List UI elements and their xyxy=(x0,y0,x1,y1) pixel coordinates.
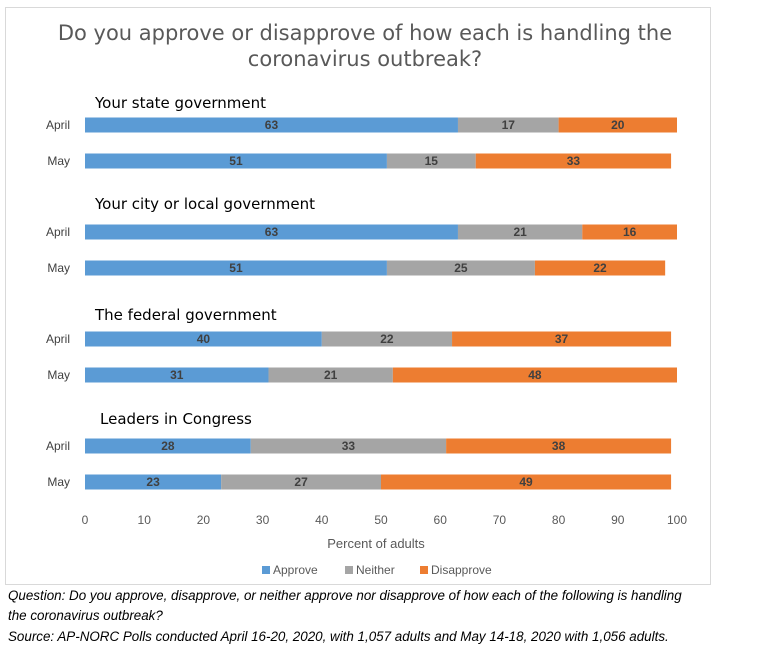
data-label-your-state-government-april-disapprove: 20 xyxy=(611,118,625,132)
bar-leaders-in-congress-may-approve xyxy=(85,474,222,490)
x-tick-label-10: 10 xyxy=(138,513,152,527)
data-label-your-city-or-local-government-april-disapprove: 16 xyxy=(623,225,637,239)
bar-leaders-in-congress-may-neither xyxy=(221,474,381,490)
bar-leaders-in-congress-april-neither xyxy=(250,438,447,454)
data-label-leaders-in-congress-april-approve: 28 xyxy=(161,439,175,453)
data-label-your-city-or-local-government-april-neither: 21 xyxy=(513,225,527,239)
bar-your-city-or-local-government-april-neither xyxy=(457,224,583,240)
bar-the-federal-government-may-disapprove xyxy=(392,367,677,383)
x-tick-label-70: 70 xyxy=(493,513,507,527)
data-label-your-state-government-april-approve: 63 xyxy=(265,118,279,132)
bar-the-federal-government-may-approve xyxy=(85,367,269,383)
bar-leaders-in-congress-may-disapprove xyxy=(381,474,672,490)
bar-your-city-or-local-government-may-disapprove xyxy=(534,260,666,276)
bar-your-city-or-local-government-may-approve xyxy=(85,260,387,276)
data-label-your-city-or-local-government-may-approve: 51 xyxy=(229,261,243,275)
bar-your-state-government-april-neither xyxy=(457,117,559,133)
data-label-leaders-in-congress-may-neither: 27 xyxy=(294,475,308,489)
data-label-your-city-or-local-government-may-disapprove: 22 xyxy=(593,261,607,275)
row-label-may: May xyxy=(47,475,70,489)
x-tick-label-40: 40 xyxy=(315,513,329,527)
data-label-the-federal-government-april-neither: 22 xyxy=(380,332,394,346)
data-label-your-city-or-local-government-april-approve: 63 xyxy=(265,225,279,239)
x-tick-label-50: 50 xyxy=(374,513,388,527)
source-note: Source: AP-NORC Polls conducted April 16… xyxy=(8,629,669,644)
chart-title-line-2: coronavirus outbreak? xyxy=(247,47,483,71)
data-label-the-federal-government-may-approve: 31 xyxy=(170,368,184,382)
stacked-bar-chart: Your state government April 63 17 20 May 51 15 3… xyxy=(46,94,687,577)
data-label-leaders-in-congress-may-approve: 23 xyxy=(146,475,160,489)
bar-the-federal-government-april-neither xyxy=(321,331,453,347)
bar-your-state-government-april-approve xyxy=(85,117,458,133)
legend-label-neither: Neither xyxy=(356,563,395,577)
group-label-leaders-in-congress: Leaders in Congress xyxy=(100,410,252,428)
x-tick-label-0: 0 xyxy=(82,513,89,527)
bar-the-federal-government-april-approve xyxy=(85,331,322,347)
data-label-your-city-or-local-government-may-neither: 25 xyxy=(454,261,468,275)
bar-the-federal-government-april-disapprove xyxy=(452,331,672,347)
data-label-the-federal-government-may-disapprove: 48 xyxy=(528,368,542,382)
bar-your-city-or-local-government-may-neither xyxy=(386,260,535,276)
chart-title: Do you approve or disapprove of how each… xyxy=(5,20,725,72)
data-label-leaders-in-congress-april-neither: 33 xyxy=(342,439,356,453)
data-label-your-state-government-may-disapprove: 33 xyxy=(567,154,581,168)
x-tick-label-90: 90 xyxy=(611,513,625,527)
bar-your-state-government-may-neither xyxy=(386,153,476,169)
legend-swatch-approve xyxy=(262,566,270,574)
group-label-your-city-or-local-government: Your city or local government xyxy=(94,195,315,213)
row-label-april: April xyxy=(46,118,70,132)
x-axis-title: Percent of adults xyxy=(327,536,425,551)
bar-your-state-government-may-disapprove xyxy=(475,153,672,169)
data-label-the-federal-government-april-approve: 40 xyxy=(197,332,211,346)
bar-your-state-government-april-disapprove xyxy=(558,117,677,133)
data-label-your-state-government-may-approve: 51 xyxy=(229,154,243,168)
row-label-may: May xyxy=(47,154,70,168)
bar-the-federal-government-may-neither xyxy=(268,367,393,383)
row-label-april: April xyxy=(46,332,70,346)
legend-swatch-disapprove xyxy=(420,566,428,574)
legend-swatch-neither xyxy=(345,566,353,574)
bar-leaders-in-congress-april-approve xyxy=(85,438,251,454)
question-note: Question: Do you approve, disapprove, or… xyxy=(8,586,768,626)
data-label-the-federal-government-may-neither: 21 xyxy=(324,368,338,382)
row-label-may: May xyxy=(47,261,70,275)
group-label-the-federal-government: The federal government xyxy=(94,306,277,324)
row-label-april: April xyxy=(46,439,70,453)
bar-leaders-in-congress-april-disapprove xyxy=(446,438,672,454)
data-label-leaders-in-congress-may-disapprove: 49 xyxy=(519,475,533,489)
x-tick-label-30: 30 xyxy=(256,513,270,527)
legend-label-disapprove: Disapprove xyxy=(431,563,492,577)
legend-label-approve: Approve xyxy=(273,563,318,577)
group-label-your-state-government: Your state government xyxy=(94,94,266,112)
x-tick-label-60: 60 xyxy=(434,513,448,527)
data-label-your-state-government-april-neither: 17 xyxy=(502,118,516,132)
row-label-may: May xyxy=(47,368,70,382)
x-tick-label-100: 100 xyxy=(667,513,687,527)
data-label-leaders-in-congress-april-disapprove: 38 xyxy=(552,439,566,453)
question-line-1: Question: Do you approve, disapprove, or… xyxy=(8,588,682,603)
bar-your-state-government-may-approve xyxy=(85,153,387,169)
bar-your-city-or-local-government-april-disapprove xyxy=(582,224,677,240)
chart-title-line-1: Do you approve or disapprove of how each… xyxy=(57,21,673,45)
x-tick-label-80: 80 xyxy=(552,513,566,527)
bar-your-city-or-local-government-april-approve xyxy=(85,224,458,240)
question-line-2: the coronavirus outbreak? xyxy=(8,608,163,623)
data-label-your-state-government-may-neither: 15 xyxy=(425,154,439,168)
row-label-april: April xyxy=(46,225,70,239)
x-tick-label-20: 20 xyxy=(197,513,211,527)
data-label-the-federal-government-april-disapprove: 37 xyxy=(555,332,569,346)
